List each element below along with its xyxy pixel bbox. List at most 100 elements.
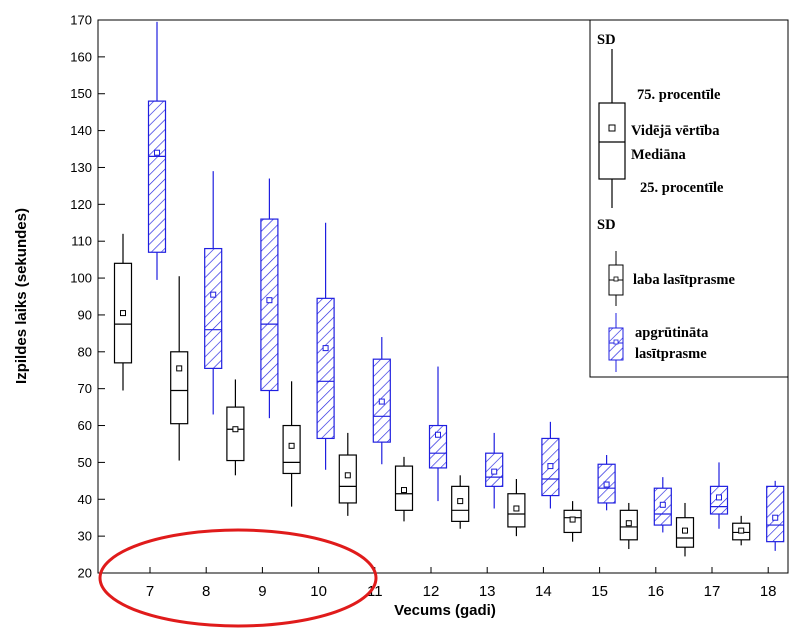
mean-marker xyxy=(547,463,554,470)
box-iqr xyxy=(204,247,223,369)
legend-label-poor-line1: apgrūtināta xyxy=(635,325,709,341)
y-tick-label: 60 xyxy=(78,418,92,433)
x-tick-label: 18 xyxy=(760,583,777,600)
mean-marker xyxy=(435,431,441,438)
legend-label-good: laba lasītprasme xyxy=(633,272,735,288)
box-iqr xyxy=(147,100,167,253)
mean-marker xyxy=(401,487,407,494)
mean-marker xyxy=(322,345,329,352)
box-iqr xyxy=(316,297,335,440)
y-tick-label: 20 xyxy=(78,566,92,581)
legend-box-diagram xyxy=(598,49,626,208)
legend: SD 75. procentīle Vidējā vērtība Mediāna… xyxy=(589,19,789,378)
y-tick-label: 150 xyxy=(70,86,92,101)
box-good-18 xyxy=(732,515,751,546)
mean-marker xyxy=(378,398,385,405)
mean-marker xyxy=(491,468,498,475)
box-good-8 xyxy=(170,276,189,461)
x-tick-label: 12 xyxy=(423,583,440,600)
box-poor-18 xyxy=(766,480,785,551)
mean-marker xyxy=(120,310,126,317)
x-tick-label: 8 xyxy=(202,583,210,600)
x-tick-label: 10 xyxy=(310,583,327,600)
box-good-12 xyxy=(394,456,414,522)
x-axis: 7 8 9 10 11 12 13 14 15 16 17 18 xyxy=(146,567,777,600)
box-iqr xyxy=(226,406,245,462)
legend-frame xyxy=(589,19,789,378)
box-poor-11 xyxy=(372,337,391,465)
x-tick-label: 7 xyxy=(146,583,154,600)
mean-marker xyxy=(457,498,464,505)
y-tick-label: 90 xyxy=(78,307,92,322)
box-poor-9 xyxy=(260,178,279,419)
y-tick-label: 30 xyxy=(78,529,92,544)
mean-marker xyxy=(176,365,183,372)
box-poor-13 xyxy=(485,432,504,509)
x-tick-label: 13 xyxy=(479,583,496,600)
box-good-9 xyxy=(226,379,245,476)
box-poor-17 xyxy=(709,462,729,529)
y-tick-label: 160 xyxy=(70,49,92,64)
y-tick-label: 50 xyxy=(78,455,92,470)
mean-marker xyxy=(344,472,351,479)
box-good-17 xyxy=(675,502,695,557)
x-tick-label: 15 xyxy=(591,583,608,600)
box-poor-8 xyxy=(204,171,223,415)
mean-marker xyxy=(738,527,745,534)
box-iqr xyxy=(282,424,301,475)
box-good-13 xyxy=(451,475,470,529)
x-tick-label: 14 xyxy=(535,583,552,600)
box-iqr xyxy=(338,454,357,504)
y-tick-label: 70 xyxy=(78,381,92,396)
x-tick-label: 9 xyxy=(258,583,266,600)
mean-marker xyxy=(625,520,632,527)
box-good-14 xyxy=(507,478,526,537)
legend-mean: Vidējā vērtība xyxy=(631,123,720,139)
y-tick-label: 80 xyxy=(78,344,92,359)
box-good-11 xyxy=(338,432,357,516)
mean-marker xyxy=(266,297,273,304)
mean-marker xyxy=(569,516,576,523)
mean-marker xyxy=(716,494,722,501)
legend-swatch-poor xyxy=(608,313,624,372)
mean-marker xyxy=(210,291,217,298)
mean-marker xyxy=(603,481,610,488)
box-series xyxy=(113,21,785,557)
mean-marker xyxy=(513,505,520,512)
y-tick-label: 170 xyxy=(70,13,92,28)
box-poor-12 xyxy=(428,366,448,502)
y-axis-title: Izpildes laiks (sekundes) xyxy=(13,208,30,384)
y-axis: 20 30 40 50 60 70 80 90 100 110 120 130 140 150 160 170 xyxy=(70,13,105,581)
x-tick-label: 16 xyxy=(647,583,664,600)
y-tick-label: 110 xyxy=(71,234,92,249)
legend-sd-bottom: SD xyxy=(597,217,616,233)
legend-p25: 25. procentīle xyxy=(640,180,724,196)
mean-marker xyxy=(772,514,779,521)
box-iqr xyxy=(766,485,785,543)
y-tick-label: 130 xyxy=(70,160,92,175)
mean-marker xyxy=(288,442,295,449)
box-poor-14 xyxy=(541,421,560,509)
x-tick-label: 17 xyxy=(704,583,721,600)
y-tick-label: 40 xyxy=(78,492,92,507)
box-good-15 xyxy=(563,501,582,542)
box-good-16 xyxy=(619,502,638,550)
legend-median: Mediāna xyxy=(631,147,687,163)
mean-marker xyxy=(154,149,160,156)
y-tick-label: 120 xyxy=(70,197,92,212)
legend-swatch-good xyxy=(608,251,624,306)
mean-marker xyxy=(682,527,688,534)
box-iqr xyxy=(170,351,189,425)
box-iqr xyxy=(260,218,279,392)
box-good-10 xyxy=(282,381,301,507)
legend-label-poor-line2: lasītprasme xyxy=(635,346,707,362)
box-poor-7 xyxy=(147,21,167,280)
box-good-7 xyxy=(113,233,133,391)
mean-marker xyxy=(659,501,666,508)
legend-p75: 75. procentīle xyxy=(637,87,721,103)
annotation-ellipse xyxy=(98,528,378,628)
box-poor-15 xyxy=(597,455,616,511)
x-tick-label: 11 xyxy=(367,583,383,600)
y-tick-label: 100 xyxy=(70,271,92,286)
